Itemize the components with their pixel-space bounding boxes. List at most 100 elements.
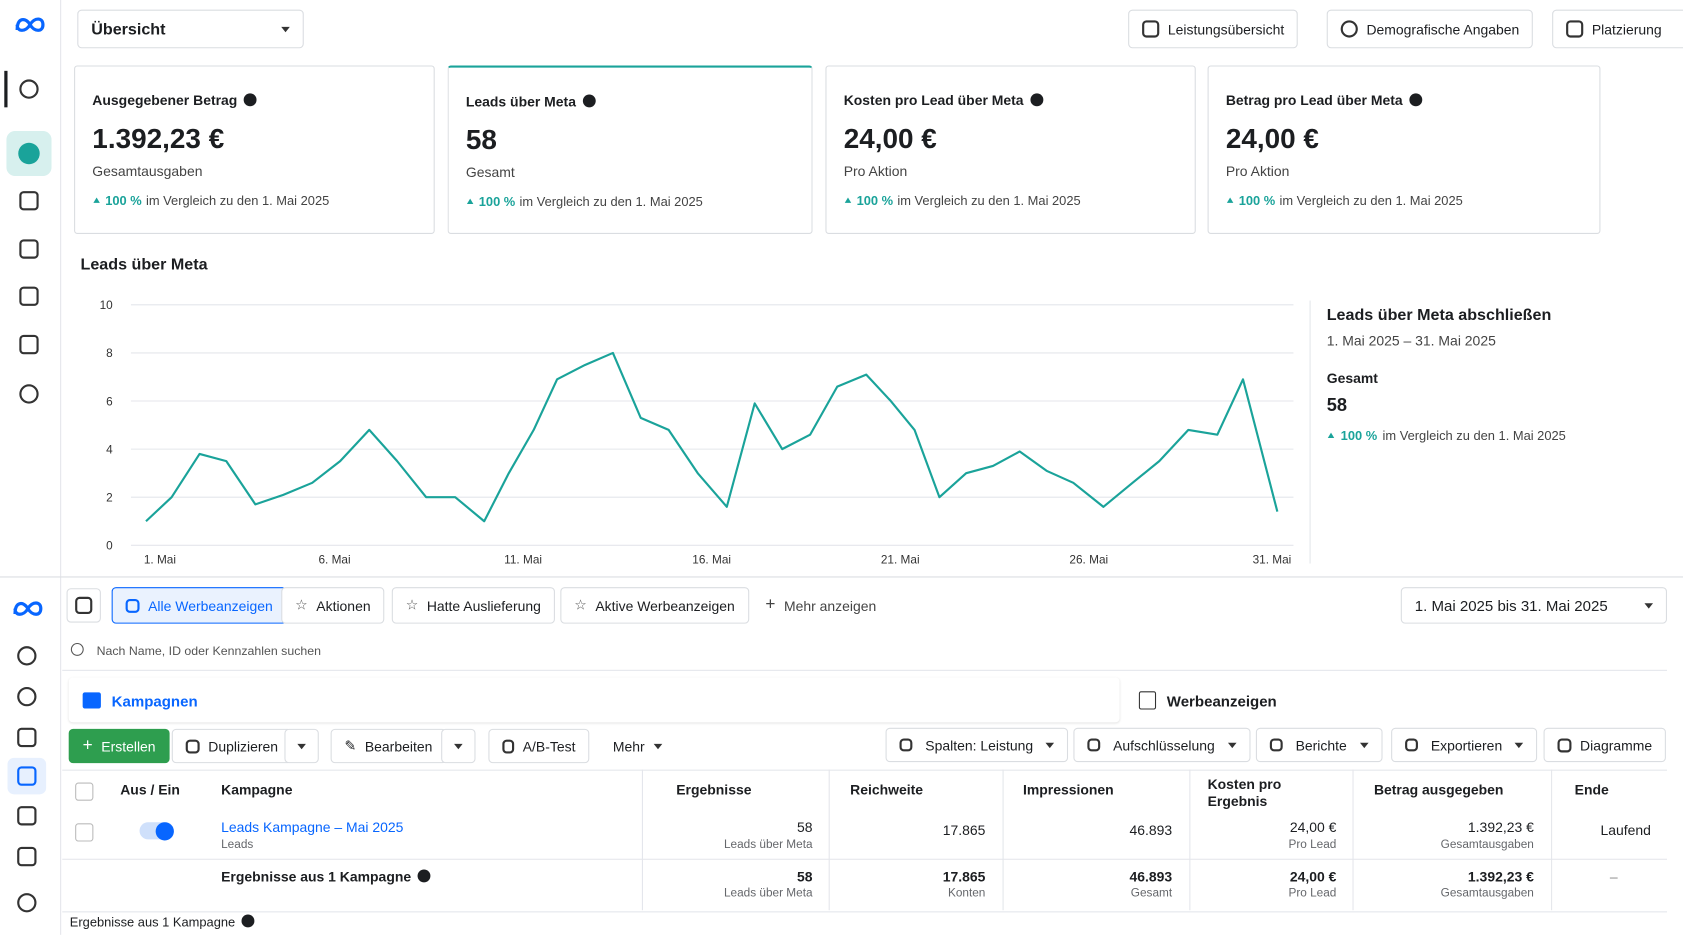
nav-icon[interactable] — [19, 334, 39, 355]
kpi-label: Ausgegebener Betrag — [92, 92, 257, 108]
icon — [899, 738, 913, 752]
up-arrow — [844, 197, 852, 203]
x-tick-label: 11. Mai — [504, 553, 542, 567]
action-button[interactable]: A/B-Test — [488, 728, 590, 764]
info-icon[interactable] — [1409, 93, 1422, 107]
caret — [454, 743, 463, 749]
nav-icon[interactable] — [19, 79, 39, 99]
plus: + — [82, 736, 93, 755]
nav-icon[interactable] — [17, 727, 37, 748]
button-label: Berichte — [1295, 736, 1347, 753]
action-button[interactable]: Berichte — [1255, 727, 1383, 763]
checkbox[interactable] — [75, 782, 94, 801]
info-icon[interactable] — [243, 93, 257, 107]
kpi-label-text: Leads über Meta — [465, 93, 576, 110]
date-range: 1. Mai 2025 bis 31. Mai 2025 — [1414, 596, 1608, 614]
total-label: Ergebnisse aus 1 Kampagne — [221, 868, 431, 885]
date-picker[interactable]: 1. Mai 2025 bis 31. Mai 2025 — [1400, 587, 1667, 624]
search-bar[interactable] — [62, 635, 1667, 671]
tab-label: Aktive Werbeanzeigen — [595, 597, 735, 614]
filter-tab[interactable]: ☆ Aktive Werbeanzeigen — [560, 587, 749, 624]
info-icon[interactable] — [417, 869, 431, 883]
nav-icon[interactable] — [19, 191, 39, 211]
filter-tab[interactable]: ☆ Hatte Auslieferung — [391, 587, 555, 624]
x-tick-label: 16. Mai — [692, 553, 731, 567]
nav-icon[interactable] — [19, 384, 39, 404]
table — [62, 769, 1667, 913]
column-header[interactable]: Ende — [1574, 781, 1609, 798]
panel-toggle[interactable] — [66, 588, 101, 623]
x-tick-label: 21. Mai — [881, 553, 920, 567]
icon — [75, 596, 93, 614]
nav-icon[interactable] — [19, 286, 39, 306]
filter-tab[interactable]: + Mehr anzeigen — [751, 587, 891, 624]
cell: 17.865 — [942, 822, 986, 839]
action-button[interactable]: Diagramme — [1543, 727, 1667, 763]
kpi-change: 100 % — [1238, 193, 1276, 209]
top-button[interactable]: Leistungsübersicht — [1128, 9, 1299, 49]
kpi-value: 24,00 € — [843, 122, 937, 155]
nav-icon[interactable] — [17, 893, 37, 913]
action-button[interactable]: Mehr — [598, 728, 676, 764]
nav-icon[interactable] — [17, 646, 37, 666]
checkbox[interactable] — [75, 823, 94, 842]
action-button[interactable]: Aufschlüsselung — [1073, 727, 1251, 763]
info-icon[interactable] — [1030, 93, 1043, 107]
total-sub: Gesamt — [1130, 886, 1173, 900]
caret — [281, 26, 290, 32]
caret — [1045, 742, 1055, 748]
action-button[interactable]: ✎ Bearbeiten — [330, 728, 447, 764]
y-tick-label: 2 — [106, 490, 113, 504]
action-button[interactable]: Duplizieren — [171, 728, 293, 764]
caret — [653, 743, 662, 749]
dropdown[interactable] — [284, 728, 319, 764]
kpi-label: Betrag pro Lead über Meta — [1226, 92, 1422, 108]
icon — [1269, 738, 1283, 752]
column-header[interactable]: Impressionen — [1022, 781, 1114, 798]
nav-icon[interactable] — [19, 239, 39, 259]
y-tick-label: 8 — [106, 346, 113, 360]
total-label-text: Ergebnisse aus 1 Kampagne — [221, 868, 412, 885]
level-tab-active[interactable] — [68, 677, 1120, 723]
kpi-sub: Pro Aktion — [1225, 163, 1290, 180]
dropdown[interactable] — [441, 728, 476, 764]
info-icon[interactable] — [241, 914, 255, 928]
level-tab[interactable] — [1125, 677, 1667, 723]
button-label: Leistungsübersicht — [1167, 20, 1285, 38]
up-arrow — [93, 197, 100, 203]
filter-tab[interactable]: Alle Werbeanzeigen — [111, 587, 287, 624]
nav-icon[interactable] — [17, 806, 37, 826]
button-label: Aufschlüsselung — [1113, 736, 1215, 753]
top-button[interactable]: Platzierung — [1552, 9, 1683, 49]
view-select-label: Übersicht — [91, 19, 166, 39]
cell: 1.392,23 € — [1467, 819, 1534, 836]
top-button[interactable]: Demografische Angaben — [1326, 9, 1534, 49]
campaign-name[interactable]: Leads Kampagne – Mai 2025 — [221, 819, 404, 836]
nav-icon — [18, 142, 40, 165]
column-header[interactable]: Kosten pro Ergebnis — [1207, 776, 1282, 810]
column-header[interactable]: Ergebnisse — [676, 781, 752, 798]
button-label: A/B-Test — [522, 737, 576, 755]
column-header[interactable]: Betrag ausgegeben — [1373, 781, 1504, 798]
action-button[interactable]: Exportieren — [1391, 727, 1538, 763]
cell-sub: Gesamtausgaben — [1440, 838, 1534, 852]
action-button[interactable]: Spalten: Leistung — [885, 727, 1069, 763]
column-header[interactable]: Reichweite — [850, 781, 924, 798]
filter-tab[interactable]: ☆ Aktionen — [281, 587, 385, 624]
total-sub: Pro Lead — [1288, 886, 1337, 900]
nav-active[interactable] — [7, 757, 47, 795]
star: ☆ — [405, 596, 419, 613]
kpi-value: 1.392,23 € — [92, 122, 225, 155]
star: ☆ — [574, 596, 587, 613]
view-select[interactable]: Übersicht — [77, 9, 304, 49]
icon — [1566, 20, 1584, 38]
kpi-compare: im Vergleich zu den 1. Mai 2025 — [145, 193, 330, 209]
create-button[interactable]: + Erstellen — [68, 728, 170, 764]
info-icon[interactable] — [582, 94, 596, 108]
kpi-compare: im Vergleich zu den 1. Mai 2025 — [1279, 193, 1463, 209]
kpi-compare: im Vergleich zu den 1. Mai 2025 — [897, 193, 1081, 209]
nav-icon[interactable] — [17, 846, 37, 867]
nav-icon[interactable] — [17, 686, 37, 707]
up-arrow — [1327, 432, 1335, 438]
